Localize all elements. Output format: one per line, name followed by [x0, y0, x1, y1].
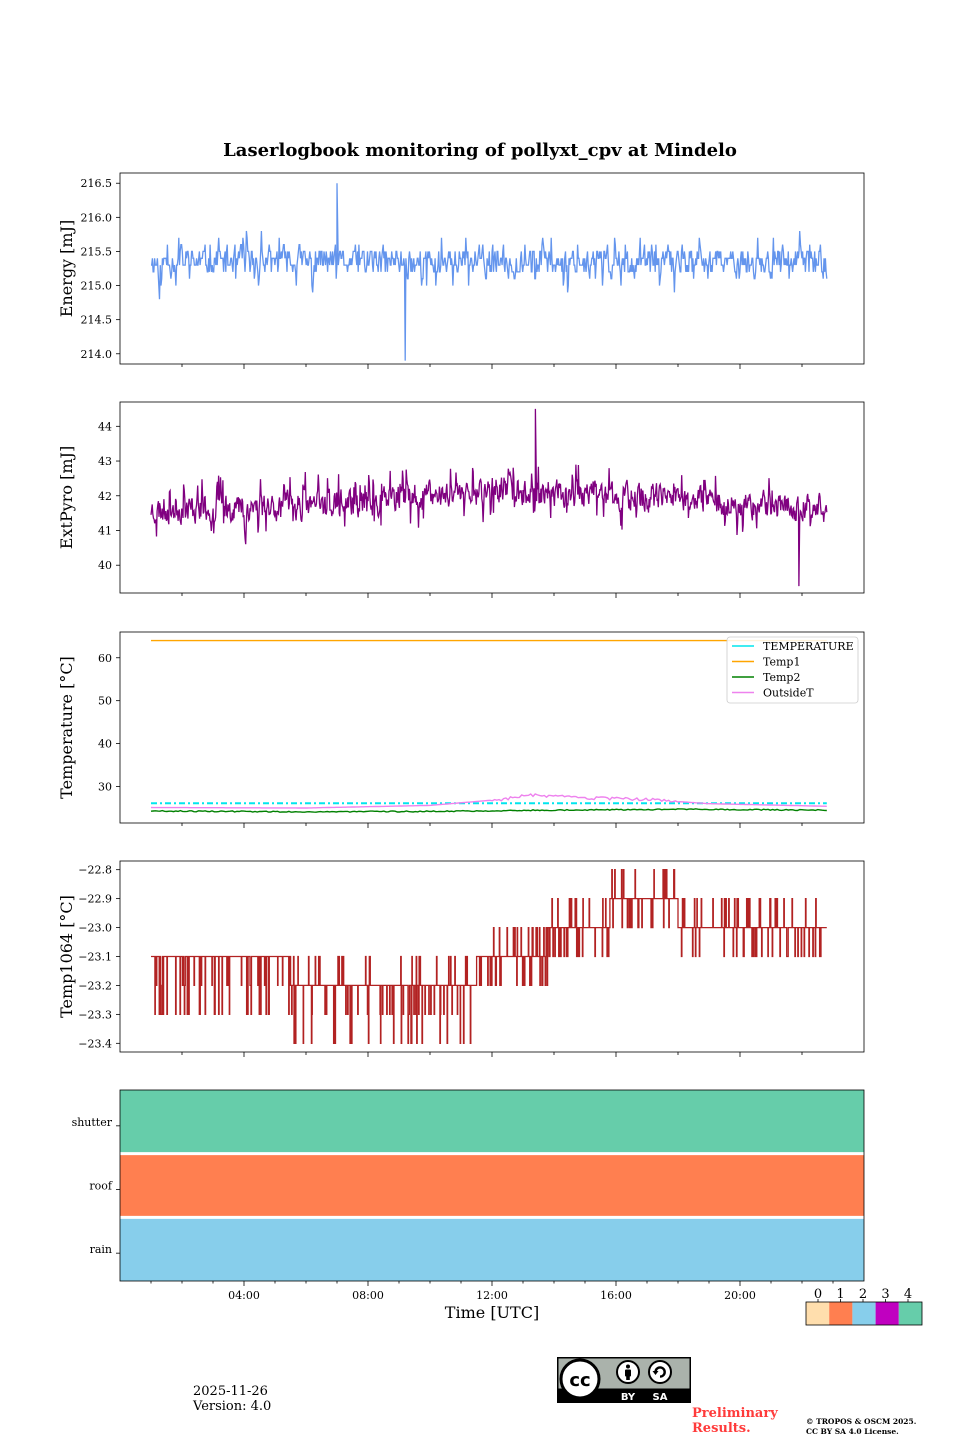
- status-row-label: roof: [89, 1180, 113, 1193]
- status-heatmap: shutter roof rain: [72, 1089, 865, 1282]
- y-tick-label: 43: [98, 455, 112, 468]
- date-version-block: 2025-11-26 Version: 4.0: [193, 1384, 271, 1414]
- preliminary-results-note: Preliminary Results.: [692, 1406, 778, 1436]
- y-tick-label: 40: [98, 738, 112, 751]
- x-tick-label: 16:00: [600, 1289, 632, 1302]
- cc-by-label: BY: [621, 1392, 636, 1403]
- status-row-label: rain: [90, 1243, 112, 1256]
- temperature-ylabel: Temperature [°C]: [57, 656, 76, 799]
- colorbar-swatch: [852, 1302, 876, 1325]
- report-date: 2025-11-26: [193, 1384, 268, 1399]
- colorbar-swatch: [829, 1302, 853, 1325]
- y-tick-label: 214.5: [81, 314, 113, 327]
- chart-title: Laserlogbook monitoring of pollyxt_cpv a…: [223, 140, 737, 161]
- temperature-plot-area: [150, 639, 827, 813]
- cc-symbol: cc: [569, 1370, 590, 1391]
- cc-logo-icon: cc: [559, 1358, 601, 1400]
- x-tick-marks: [181, 593, 803, 598]
- colorbar-frame: [805, 1301, 923, 1326]
- colorbar-swatch: [875, 1302, 899, 1325]
- person-icon: [616, 1360, 640, 1384]
- preliminary-line-1: Preliminary: [692, 1406, 778, 1421]
- preliminary-line-2: Results.: [692, 1421, 751, 1436]
- temp1064-y-axis: −22.8 −22.9 −23.0 −23.1 −23.2 −23.3 −23.4 Temp1…: [57, 864, 120, 1050]
- y-tick-label: 50: [98, 695, 112, 708]
- extpyro-series-line: [150, 408, 828, 587]
- energy-y-axis: 214.0 214.5 215.0 215.5 216.0 216.5 Energy [mJ…: [57, 177, 120, 361]
- x-tick-label: 20:00: [724, 1289, 756, 1302]
- x-tick-marks: [181, 823, 803, 828]
- cc-by-sa-badge: cc BY SA: [557, 1357, 691, 1403]
- y-tick-label: −23.4: [78, 1037, 112, 1050]
- colorbar-tick-label: 0: [814, 1287, 822, 1302]
- colorbar-tick-label: 4: [904, 1287, 912, 1302]
- legend-entry: OutsideT: [763, 687, 814, 700]
- version-label: Version: 4.0: [193, 1399, 272, 1414]
- legend-box: [726, 636, 859, 704]
- x-tick-marks: [181, 1052, 803, 1057]
- y-tick-label: −22.9: [78, 893, 112, 906]
- copyright-line-1: © TROPOS & OSCM 2025.: [806, 1417, 917, 1426]
- colorbar-tick-label: 2: [859, 1287, 867, 1302]
- copyright-line-2: CC BY SA 4.0 License.: [806, 1427, 899, 1436]
- x-tick-marks: [181, 364, 803, 369]
- colorbar-swatch: [806, 1302, 830, 1325]
- y-tick-label: −23.0: [78, 922, 112, 935]
- colorbar-swatch: [898, 1302, 922, 1325]
- colorbar-tick-label: 1: [836, 1287, 844, 1302]
- extpyro-plot-area: [150, 408, 828, 587]
- extpyro-y-axis: 40 41 42 43 44 ExtPyro [mJ]: [57, 420, 120, 572]
- legend-entry: Temp1: [763, 656, 800, 669]
- y-tick-label: 216.5: [81, 177, 113, 190]
- y-tick-label: 42: [98, 490, 112, 503]
- y-tick-label: 44: [98, 420, 112, 433]
- y-tick-label: −23.1: [78, 951, 112, 964]
- legend-entry: TEMPERATURE: [763, 640, 854, 653]
- y-tick-label: 214.0: [81, 348, 113, 361]
- y-tick-label: 216.0: [81, 211, 113, 224]
- y-tick-label: 40: [98, 559, 112, 572]
- temp1064-plot-area: [151, 869, 827, 1044]
- energy-series-line: [151, 183, 828, 361]
- y-tick-label: 41: [98, 524, 112, 537]
- status-x-axis: 04:00 08:00 12:00 16:00 20:00 Time [UTC]: [150, 1281, 834, 1322]
- status-row-label: shutter: [72, 1116, 113, 1129]
- y-tick-label: −23.3: [78, 1008, 112, 1021]
- cc-sa-label: SA: [653, 1392, 668, 1403]
- x-tick-label: 04:00: [228, 1289, 260, 1302]
- y-tick-label: 60: [98, 652, 112, 665]
- series-line-temp2: [150, 808, 827, 813]
- extpyro-ylabel: ExtPyro [mJ]: [57, 446, 76, 549]
- y-tick-label: −23.2: [78, 979, 112, 992]
- status-band-rain: [120, 1217, 864, 1281]
- x-tick-label: 08:00: [352, 1289, 384, 1302]
- y-tick-label: 215.5: [81, 245, 113, 258]
- status-band-shutter: [120, 1090, 864, 1154]
- x-axis-label: Time [UTC]: [445, 1303, 539, 1322]
- share-alike-icon: [648, 1360, 672, 1384]
- temp1064-series-line: [151, 869, 827, 1044]
- y-tick-label: 30: [98, 781, 112, 794]
- copyright-note: © TROPOS & OSCM 2025. CC BY SA 4.0 Licen…: [806, 1417, 916, 1437]
- legend-entry: Temp2: [763, 671, 800, 684]
- colorbar-tick-label: 3: [881, 1287, 889, 1302]
- status-band-roof: [120, 1153, 864, 1218]
- temp1064-ylabel: Temp1064 [°C]: [57, 895, 76, 1018]
- energy-ylabel: Energy [mJ]: [57, 220, 76, 318]
- temperature-y-axis: 30 40 50 60 Temperature [°C]: [57, 652, 120, 799]
- series-line-outsidet: [150, 793, 827, 809]
- energy-plot-area: [151, 183, 828, 361]
- y-tick-label: −22.8: [78, 864, 112, 877]
- y-tick-label: 215.0: [81, 280, 113, 293]
- legend: TEMPERATURE Temp1 Temp2 OutsideT: [726, 636, 859, 704]
- x-tick-label: 12:00: [476, 1289, 508, 1302]
